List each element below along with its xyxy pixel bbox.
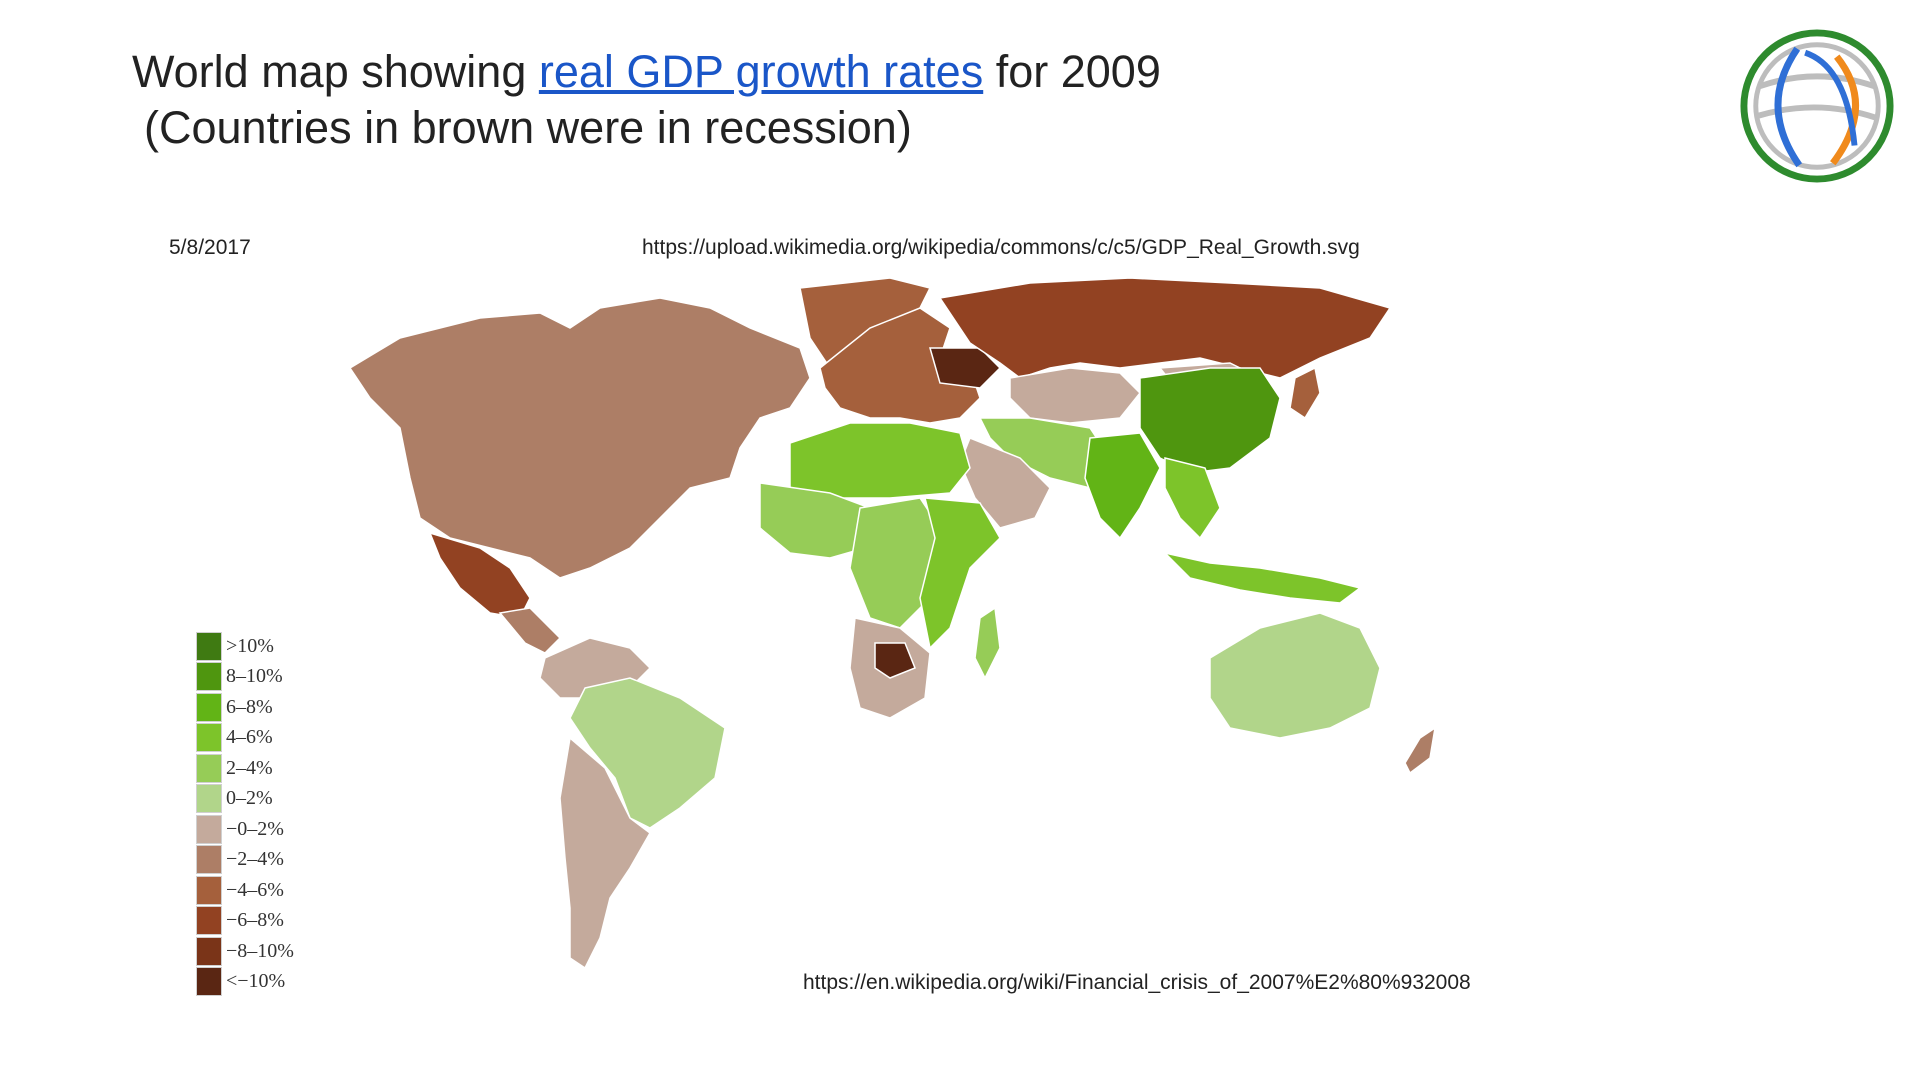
region-brazil bbox=[569, 677, 726, 829]
slide-date: 5/8/2017 bbox=[169, 236, 251, 259]
legend-label: −6–8% bbox=[226, 909, 284, 932]
legend-item: 6–8% bbox=[196, 692, 336, 723]
legend-label: −0–2% bbox=[226, 817, 284, 840]
title-prefix: World map showing bbox=[132, 46, 539, 97]
legend-swatch bbox=[196, 631, 222, 661]
region-india bbox=[1084, 432, 1161, 540]
region-central-africa bbox=[849, 497, 941, 629]
legend-swatch bbox=[196, 814, 222, 844]
article-source-url: https://en.wikipedia.org/wiki/Financial_… bbox=[803, 971, 1471, 994]
title-suffix: for 2009 bbox=[983, 46, 1161, 97]
legend-label: 8–10% bbox=[226, 665, 283, 688]
legend-label: 6–8% bbox=[226, 695, 273, 718]
legend-label: <−10% bbox=[226, 970, 286, 993]
region-south-america-south bbox=[559, 736, 651, 970]
legend-label: −8–10% bbox=[226, 939, 294, 962]
world-gdp-map bbox=[348, 277, 1437, 970]
legend-item: −4–6% bbox=[196, 875, 336, 906]
legend-swatch bbox=[196, 875, 222, 905]
region-north-america-north bbox=[348, 297, 811, 579]
region-southeast-asia bbox=[1164, 457, 1221, 540]
region-madagascar bbox=[974, 606, 1001, 680]
legend-swatch bbox=[196, 784, 222, 814]
slide-subtitle: (Countries in brown were in recession) bbox=[144, 102, 912, 153]
legend-label: −2–4% bbox=[226, 848, 284, 871]
legend-item: −6–8% bbox=[196, 906, 336, 937]
legend-label: 2–4% bbox=[226, 756, 273, 779]
region-australia bbox=[1209, 612, 1381, 739]
legend-item: 0–2% bbox=[196, 784, 336, 815]
region-japan bbox=[1289, 366, 1321, 420]
legend-label: −4–6% bbox=[226, 878, 284, 901]
legend-item: 8–10% bbox=[196, 662, 336, 693]
region-north-africa bbox=[789, 422, 971, 499]
legend-item: −2–4% bbox=[196, 845, 336, 876]
map-source-url: https://upload.wikimedia.org/wikipedia/c… bbox=[642, 236, 1360, 259]
legend-swatch bbox=[196, 723, 222, 753]
legend-swatch bbox=[196, 845, 222, 875]
legend-swatch bbox=[196, 936, 222, 966]
legend-item: −0–2% bbox=[196, 814, 336, 845]
legend-item: 4–6% bbox=[196, 723, 336, 754]
legend-item: <−10% bbox=[196, 967, 336, 998]
globe-logo-icon bbox=[1740, 29, 1894, 183]
region-china bbox=[1139, 367, 1281, 474]
legend-swatch bbox=[196, 662, 222, 692]
legend-label: 4–6% bbox=[226, 726, 273, 749]
region-new-zealand bbox=[1404, 726, 1437, 775]
gdp-growth-link[interactable]: real GDP growth rates bbox=[538, 46, 984, 97]
region-indonesia bbox=[1162, 551, 1362, 604]
legend-swatch bbox=[196, 967, 222, 997]
region-europe bbox=[819, 307, 981, 424]
region-botswana bbox=[874, 642, 916, 679]
legend-label: 0–2% bbox=[226, 787, 273, 810]
region-central-asia bbox=[1009, 367, 1142, 424]
slide-title: World map showing real GDP growth rates … bbox=[132, 44, 1161, 100]
region-russia bbox=[938, 277, 1392, 379]
legend-label: >10% bbox=[226, 634, 274, 657]
legend-swatch bbox=[196, 692, 222, 722]
legend-swatch bbox=[196, 753, 222, 783]
legend-item: 2–4% bbox=[196, 753, 336, 784]
region-east-africa bbox=[919, 497, 1001, 650]
legend-item: −8–10% bbox=[196, 936, 336, 967]
region-ukraine bbox=[929, 347, 1002, 389]
region-west-africa bbox=[759, 482, 871, 559]
legend-swatch bbox=[196, 906, 222, 936]
map-legend: >10% 8–10% 6–8% 4–6% 2–4% 0–2% −0–2% −2–4% −4–6%… bbox=[196, 631, 336, 997]
legend-item: >10% bbox=[196, 631, 336, 662]
region-central-america bbox=[498, 607, 562, 654]
